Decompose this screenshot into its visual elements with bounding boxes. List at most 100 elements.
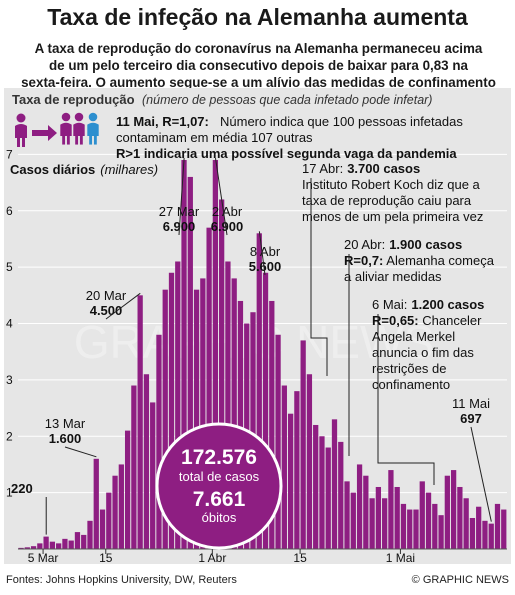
bar — [494, 503, 501, 549]
bar — [319, 436, 325, 549]
event-date: 6 Mai: 1.200 casos — [372, 297, 484, 312]
bar — [344, 481, 350, 549]
leader-line — [470, 426, 492, 522]
event-text: taxa de reprodução caiu para — [302, 193, 472, 208]
bar — [438, 515, 444, 549]
bar — [394, 486, 400, 549]
bar — [168, 272, 175, 549]
bar — [49, 541, 56, 549]
bar — [162, 289, 168, 549]
annotation-value: 6.900 — [163, 219, 196, 234]
bar — [143, 374, 150, 549]
event-value: 1.900 casos — [389, 237, 462, 252]
event-text: Instituto Robert Koch diz que a — [302, 177, 481, 192]
person-head — [16, 113, 26, 123]
bar — [81, 534, 87, 549]
person-leg — [79, 135, 83, 145]
event-text-rest: Chanceler — [419, 313, 483, 328]
bar — [269, 300, 275, 549]
bar — [363, 475, 369, 549]
repro-heading-note: (número de pessoas que cada infetado pod… — [142, 93, 432, 107]
x-tick-label: 15 — [99, 551, 113, 564]
y-tick-label: 5 — [6, 260, 13, 274]
bar — [137, 295, 143, 549]
bar — [43, 536, 49, 549]
event-date: 17 Abr: 3.700 casos — [302, 161, 420, 176]
annotation-date: 20 Mar — [86, 288, 127, 303]
bar — [306, 374, 313, 549]
bar — [356, 464, 363, 549]
person-body — [15, 124, 27, 138]
event-date: 20 Abr: 1.900 casos — [344, 237, 462, 252]
annotation-value: 697 — [460, 411, 482, 426]
event-text: R=0,7: Alemanha começa — [344, 253, 495, 268]
person-body — [60, 122, 72, 136]
bar — [463, 498, 469, 549]
bar — [294, 391, 300, 549]
bar — [37, 543, 43, 549]
person-leg — [75, 135, 79, 145]
person-leg — [89, 135, 93, 145]
repro-line1: Número indica que 100 pessoas infetadas — [220, 114, 463, 129]
bar — [181, 160, 187, 549]
bar — [200, 278, 206, 549]
bar — [175, 261, 181, 549]
event-text: restrições de — [372, 361, 446, 376]
leader-line — [178, 157, 185, 236]
bar — [68, 540, 74, 549]
bar — [231, 278, 237, 549]
event-text-rest: Alemanha começa — [383, 253, 494, 268]
bar — [87, 520, 93, 549]
y-axis-label: Casos diários (milhares) — [10, 162, 158, 177]
bar — [118, 464, 124, 549]
bar — [375, 486, 382, 549]
bar — [156, 334, 162, 549]
bar — [112, 475, 118, 549]
annotation-value: 5.600 — [249, 259, 282, 274]
annotation-date: 8 Abr — [250, 244, 281, 259]
bar — [501, 509, 507, 549]
y-tick-label: 3 — [6, 373, 13, 387]
leader-line — [105, 292, 141, 320]
x-tick-label: 1 Abr — [198, 551, 226, 564]
bar — [93, 458, 99, 549]
bar — [476, 506, 482, 549]
bar — [124, 430, 131, 549]
bar — [193, 289, 200, 549]
annotation-date: 13 Mar — [45, 416, 86, 431]
event-text: confinamento — [372, 377, 450, 392]
bar — [300, 340, 306, 549]
x-tick-label: 15 — [293, 551, 307, 564]
bar — [338, 441, 344, 549]
bar — [250, 312, 256, 549]
event-text: Angela Merkel — [372, 329, 455, 344]
bar — [30, 546, 37, 549]
subtitle: A taxa de reprodução do coronavírus na A… — [10, 40, 507, 91]
x-tick-label: 1 Mai — [386, 551, 415, 564]
bar — [413, 509, 419, 549]
bar — [131, 385, 137, 549]
bar — [469, 517, 476, 549]
bar — [256, 233, 262, 550]
person-leg — [62, 135, 66, 145]
bar — [369, 498, 375, 549]
leader-line — [214, 157, 228, 236]
person-leg — [93, 135, 97, 145]
bar — [419, 481, 425, 549]
person-leg — [66, 135, 70, 145]
bar — [275, 334, 281, 549]
bar — [488, 523, 494, 549]
bar — [262, 272, 269, 549]
bar — [425, 492, 432, 549]
subtitle-line: A taxa de reprodução do coronavírus na A… — [34, 41, 483, 56]
bar — [331, 419, 338, 549]
annotation-value: 4.500 — [90, 303, 123, 318]
bar — [212, 160, 219, 549]
event-value: 1.200 casos — [411, 297, 484, 312]
repro-line1-bold: 11 Mai, R=1,07: — [116, 114, 209, 129]
bar — [457, 486, 463, 549]
subtitle-line: sexta-feira. O aumento segue-se a um alí… — [21, 75, 496, 90]
bar — [350, 492, 356, 549]
